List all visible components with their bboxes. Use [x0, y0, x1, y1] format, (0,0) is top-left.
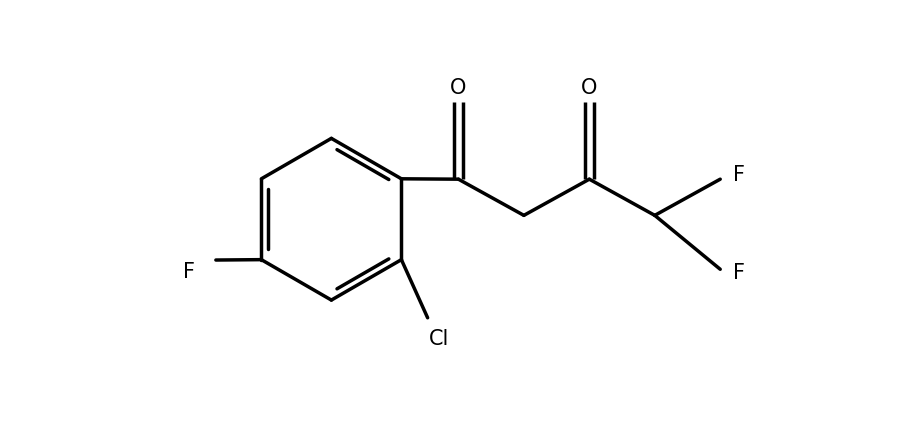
Text: F: F — [734, 165, 745, 185]
Text: F: F — [734, 263, 745, 283]
Text: F: F — [183, 262, 195, 282]
Text: Cl: Cl — [429, 329, 449, 348]
Text: O: O — [581, 78, 597, 98]
Text: O: O — [450, 78, 467, 98]
